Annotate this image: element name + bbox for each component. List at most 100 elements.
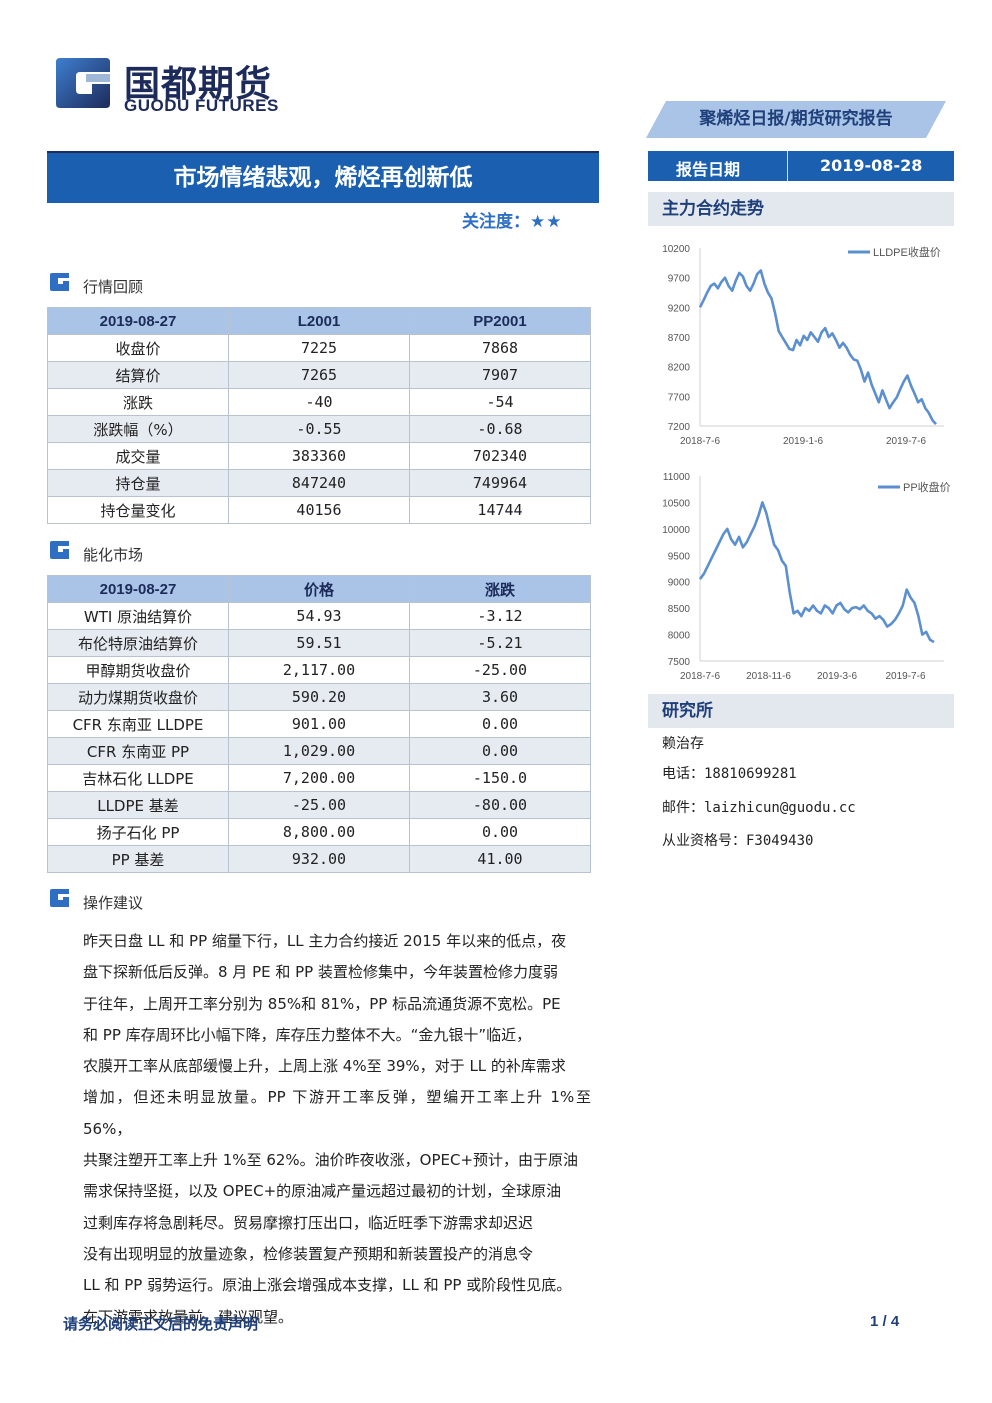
table-header: 涨跌 <box>409 575 591 603</box>
row-label: 结算价 <box>47 361 229 389</box>
table-cell: 54.93 <box>228 602 410 630</box>
y-tick-label: 8200 <box>668 363 691 374</box>
table-cell: 383360 <box>228 442 410 470</box>
row-label: 吉林石化 LLDPE <box>47 764 229 792</box>
y-tick-label: 9500 <box>668 551 691 562</box>
table-header: 2019-08-27 <box>47 575 229 603</box>
report-date-value: 2019-08-28 <box>820 156 923 175</box>
table-cell: 7265 <box>228 361 410 389</box>
table-cell: -25.00 <box>409 656 591 684</box>
advice-line: 没有出现明显的放量迹象，检修装置复产预期和新装置投产的消息令 <box>83 1244 534 1263</box>
table-cell: 932.00 <box>228 845 410 873</box>
license-row: 从业资格号：F3049430 <box>662 830 813 850</box>
y-tick-label: 8500 <box>668 604 691 615</box>
row-label: 甲醇期货收盘价 <box>47 656 229 684</box>
series-line <box>698 269 937 426</box>
advice-paragraph: 昨天日盘 LL 和 PP 缩量下行，LL 主力合约接近 2015 年以来的低点，… <box>83 926 591 1333</box>
y-tick-label: 11000 <box>663 472 691 483</box>
y-tick-label: 7500 <box>668 657 691 668</box>
y-tick-label: 7700 <box>668 392 691 403</box>
advice-line: 过剩库存将急剧耗尽。贸易摩擦打压出口，临近旺季下游需求却迟迟 <box>83 1213 534 1232</box>
row-label: 涨跌幅（%） <box>47 415 229 443</box>
email-row: 邮件：laizhicun@guodu.cc <box>662 797 856 817</box>
row-label: WTI 原油结算价 <box>47 602 229 630</box>
advice-line: 盘下探新低后反弹。8 月 PE 和 PP 装置检修集中，今年装置检修力度弱 <box>83 963 559 982</box>
phone-label: 电话： <box>662 766 704 782</box>
row-label: 持仓量变化 <box>47 496 229 524</box>
x-tick-label: 2019-1-6 <box>783 436 823 447</box>
table-header: PP2001 <box>409 307 591 335</box>
table-cell: 0.00 <box>409 818 591 846</box>
table-header-row: 2019-08-27 价格 涨跌 <box>47 575 591 603</box>
table-cell: 7225 <box>228 334 410 362</box>
report-date-label: 报告日期 <box>676 160 741 179</box>
email-link[interactable]: laizhicun@guodu.cc <box>704 800 856 816</box>
row-label: 收盘价 <box>47 334 229 362</box>
analyst-name: 赖治存 <box>662 736 704 752</box>
table-cell: -5.21 <box>409 629 591 657</box>
table-row: 涨跌幅（%） -0.55 -0.68 <box>47 415 591 443</box>
row-label: 布伦特原油结算价 <box>47 629 229 657</box>
advice-line: 需求保持坚挺，以及 OPEC+的原油减产量远超过最初的计划，全球原油 <box>83 1182 562 1201</box>
trend-heading: 主力合约走势 <box>648 192 954 226</box>
phone-row: 电话：18810699281 <box>662 763 797 783</box>
title-rule <box>47 151 599 153</box>
page-number: 1 / 4 <box>870 1313 900 1330</box>
legend-label: LLDPE收盘价 <box>873 245 941 259</box>
brand-name-en: GUODU FUTURES <box>124 96 279 115</box>
y-tick-label: 8000 <box>668 631 691 642</box>
energy-market-table: 2019-08-27 价格 涨跌 WTI 原油结算价 54.93 -3.12 布伦特… <box>47 575 591 873</box>
table-cell: -80.00 <box>409 791 591 819</box>
table-cell: 749964 <box>409 469 591 497</box>
brand-name-cn: 国都期货 <box>124 64 273 105</box>
table-header: 价格 <box>228 575 410 603</box>
table-cell: 901.00 <box>228 710 410 738</box>
table-cell: 702340 <box>409 442 591 470</box>
table-cell: -150.0 <box>409 764 591 792</box>
report-type-banner: 聚烯烃日报/期货研究报告 <box>646 101 946 138</box>
table-row: 动力煤期货收盘价 590.20 3.60 <box>47 683 591 711</box>
row-label: 持仓量 <box>47 469 229 497</box>
table-row: 持仓量 847240 749964 <box>47 469 591 497</box>
advice-line: 于往年，上周开工率分别为 85%和 81%，PP 标品流通货源不宽松。PE <box>83 994 561 1013</box>
table-cell: 0.00 <box>409 737 591 765</box>
advice-line: 共聚注塑开工率上升 1%至 62%。油价昨夜收涨，OPEC+预计，由于原油 <box>83 1151 579 1170</box>
focus-label: 关注度： <box>462 212 530 232</box>
table-cell: 8,800.00 <box>228 818 410 846</box>
x-tick-label: 2018-7-6 <box>680 671 720 682</box>
table-cell: 590.20 <box>228 683 410 711</box>
table-cell: 14744 <box>409 496 591 524</box>
table-row: 涨跌 -40 -54 <box>47 388 591 416</box>
section-logo-icon <box>50 889 69 907</box>
market-review-table: 2019-08-27 L2001 PP2001 收盘价 7225 7868 结算价 7… <box>47 307 591 524</box>
table-cell: -40 <box>228 388 410 416</box>
table-header-row: 2019-08-27 L2001 PP2001 <box>47 307 591 335</box>
table-cell: -54 <box>409 388 591 416</box>
table-cell: -0.68 <box>409 415 591 443</box>
y-tick-label: 9000 <box>668 578 691 589</box>
table-row: 吉林石化 LLDPE 7,200.00 -150.0 <box>47 764 591 792</box>
row-label: CFR 东南亚 LLDPE <box>47 710 229 738</box>
pp-chart: 11000 10500 10000 9500 9000 8500 8000 7500 2018-… <box>662 472 951 682</box>
table-cell: 1,029.00 <box>228 737 410 765</box>
y-tick-label: 10500 <box>662 498 690 509</box>
star-icon: ★★ <box>530 212 563 232</box>
divider <box>787 151 788 181</box>
table-cell: 59.51 <box>228 629 410 657</box>
table-cell: 0.00 <box>409 710 591 738</box>
license-value: F3049430 <box>746 833 814 849</box>
table-header: 2019-08-27 <box>47 307 229 335</box>
advice-line: 农膜开工率从底部缓慢上升，上周上涨 4%至 39%，对于 LL 的补库需求 <box>83 1057 566 1076</box>
table-row: PP 基差 932.00 41.00 <box>47 845 591 873</box>
table-row: CFR 东南亚 LLDPE 901.00 0.00 <box>47 710 591 738</box>
advice-line: 昨天日盘 LL 和 PP 缩量下行，LL 主力合约接近 2015 年以来的低点，… <box>83 932 567 950</box>
table-cell: 7,200.00 <box>228 764 410 792</box>
table-row: 收盘价 7225 7868 <box>47 334 591 362</box>
advice-line: 增加，但还未明显放量。PP 下游开工率反弹，塑编开工率上升 1%至 56%， <box>83 1088 591 1138</box>
table-row: 持仓量变化 40156 14744 <box>47 496 591 524</box>
table-cell: -25.00 <box>228 791 410 819</box>
row-label: 扬子石化 PP <box>47 818 229 846</box>
phone-value: 18810699281 <box>704 766 797 782</box>
x-tick-label: 2019-3-6 <box>817 671 857 682</box>
table-row: 成交量 383360 702340 <box>47 442 591 470</box>
